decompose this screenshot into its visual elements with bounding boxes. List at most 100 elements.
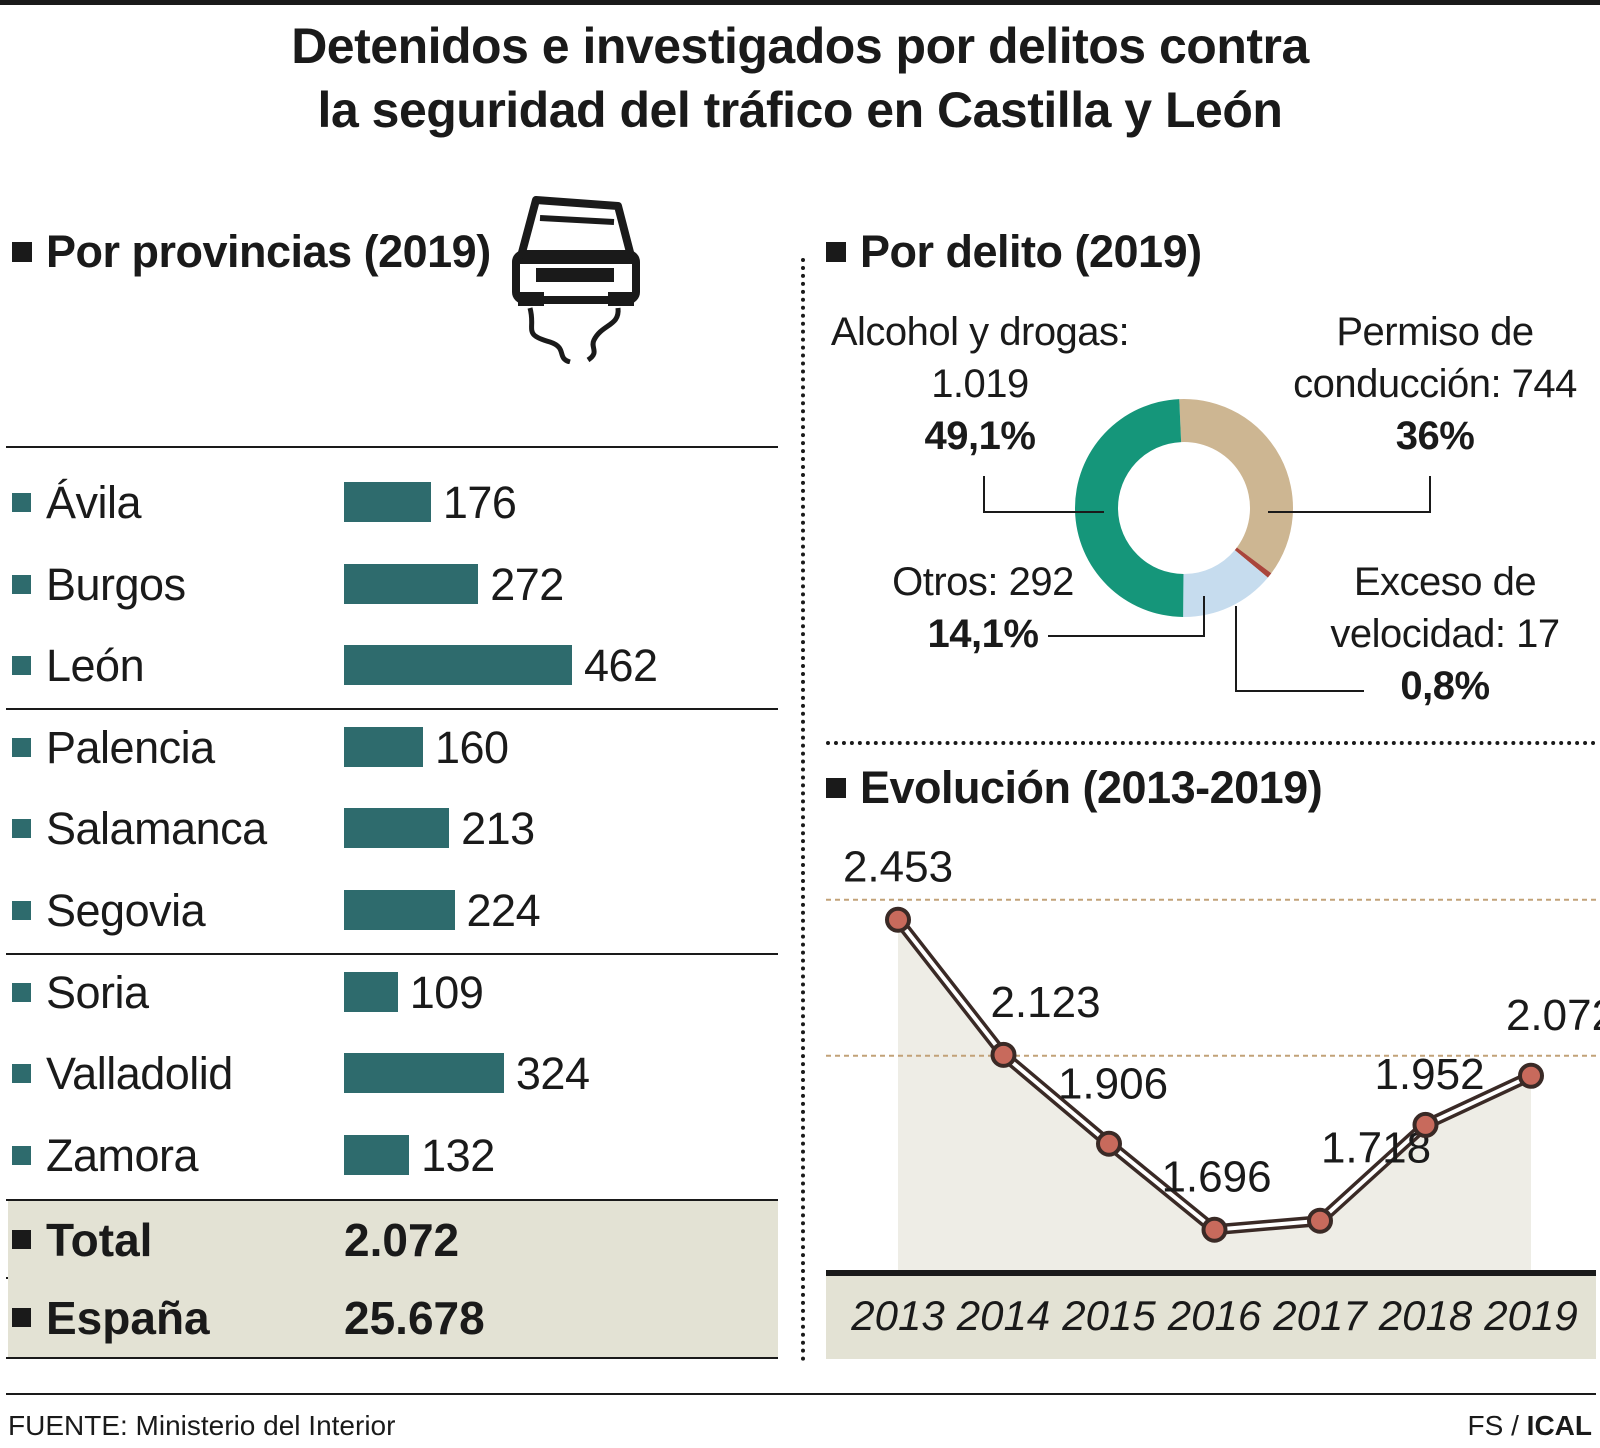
bar [344,890,455,930]
category-label: Palencia [46,721,215,773]
bar-row: León 462 [8,625,778,707]
total-label: Total [46,1214,153,1266]
group-divider-2 [6,953,778,955]
evolucion-line-chart: 2.453 2013 2.123 2014 1.906 2015 1.696 2016 1.71… [826,843,1600,1359]
bar [344,482,431,522]
otros-label: Otros: 292 14,1% [878,556,1088,660]
bar [344,971,398,1012]
category-label: Segovia [46,885,206,936]
point-value-label: 2.453 [843,843,953,892]
bar-value-label: 224 [466,885,541,936]
bar-value-label: 213 [461,803,535,855]
bar-row: Valladolid 324 [8,1033,778,1115]
espana-value: 25.678 [344,1292,485,1344]
point-value-label: 1.906 [1058,1060,1168,1109]
bar-value-label: 324 [515,1048,590,1100]
alcohol-leader-line [983,476,1104,513]
heading-square-icon [826,778,846,798]
bar [344,1134,410,1175]
bar-row: Palencia 160 [8,707,778,789]
alcohol-name: Alcohol y drogas: [830,310,1130,354]
bar-value-label: 462 [583,640,658,692]
title-line-2: la seguridad del tráfico en Castilla y L… [317,82,1283,138]
bar [344,1053,504,1094]
velocidad-name-2: velocidad: 17 [1330,612,1560,656]
bullet-square-icon [12,574,31,594]
total-square-icon [12,1230,31,1249]
source-note: FUENTE: Ministerio del Interior [8,1410,396,1441]
otros-name: Otros: 292 [892,560,1074,604]
credit: FS / ICAL [1468,1410,1592,1442]
category-label: Ávila [46,477,142,528]
provincias-heading: Por provincias (2019) [12,226,491,278]
top-rule [0,0,1600,5]
category-label: Valladolid [46,1048,233,1100]
bar [344,645,572,686]
x-tick-label: 2017 [1272,1292,1368,1339]
x-tick-label: 2019 [1483,1292,1577,1339]
total-value: 2.072 [344,1214,460,1266]
permiso-name-2: conducción: 744 [1293,362,1577,406]
velocidad-slice [1234,547,1272,578]
x-tick-label: 2013 [850,1292,944,1339]
otros-pct: 14,1% [927,612,1039,656]
x-axis-line [826,1270,1596,1276]
category-label: Salamanca [46,803,267,855]
alcohol-slice [1075,399,1184,617]
alcohol-label: Alcohol y drogas: 1.019 49,1% [820,306,1140,462]
point-value-label: 1.952 [1374,1050,1484,1099]
data-point [1412,1111,1439,1138]
category-label: León [46,640,145,692]
bar [344,563,479,604]
permiso-label: Permiso de conducción: 744 36% [1280,306,1590,462]
bullet-square-icon [12,656,31,676]
delito-donut-chart [983,398,1431,692]
alcohol-pct: 49,1% [924,414,1036,458]
data-point [1201,1216,1228,1243]
bullet-square-icon [12,737,31,757]
velocidad-leader-line [1235,606,1364,692]
bar-row: Zamora 132 [8,1115,778,1197]
velocidad-name-1: Exceso de [1353,560,1537,604]
evolucion-heading-text: Evolución (2013-2019) [860,762,1323,813]
data-point [990,1041,1017,1068]
delito-heading-text: Por delito (2019) [860,226,1202,277]
data-point [1096,1130,1122,1157]
bar-value-label: 109 [409,966,484,1018]
page-title: Detenidos e investigados por delitos con… [0,14,1600,142]
bar-row: Burgos 272 [8,544,778,626]
x-tick-label: 2015 [1061,1292,1156,1339]
heading-square-icon [826,242,846,262]
table-top-rule [6,446,778,448]
provincias-heading-text: Por provincias (2019) [46,226,491,277]
x-tick-label: 2018 [1378,1292,1473,1339]
title-line-1: Detenidos e investigados por delitos con… [291,18,1309,74]
bullet-square-icon [12,1064,31,1084]
permiso-name-1: Permiso de [1336,310,1534,354]
bullet-square-icon [12,1145,31,1165]
bar-row: Ávila 176 [8,462,778,544]
bar-row: Salamanca 213 [8,788,778,870]
bullet-square-icon [12,901,31,920]
data-point [1307,1207,1333,1234]
footer-rule [6,1393,1596,1395]
espana-square-icon [12,1308,31,1327]
evolucion-heading: Evolución (2013-2019) [826,762,1323,814]
heading-square-icon [12,242,32,262]
bar-value-label: 160 [434,721,509,773]
bullet-square-icon [12,493,31,512]
x-axis-band [826,1275,1596,1359]
point-value-label: 1.696 [1161,1153,1271,1202]
table-bottom-rule [6,1357,778,1359]
group-divider-1 [6,708,778,710]
credit-agency: ICAL [1526,1410,1592,1441]
otros-leader-line [1048,596,1205,637]
category-label: Soria [46,966,149,1018]
espana-row: España 25.678 [8,1279,778,1357]
data-point [1518,1062,1544,1089]
vertical-dotted-divider [801,258,805,1362]
x-tick-label: 2016 [1167,1292,1262,1339]
velocidad-pct: 0,8% [1400,664,1490,708]
car-skid-icon [512,196,640,364]
permiso-slice [1179,398,1293,574]
